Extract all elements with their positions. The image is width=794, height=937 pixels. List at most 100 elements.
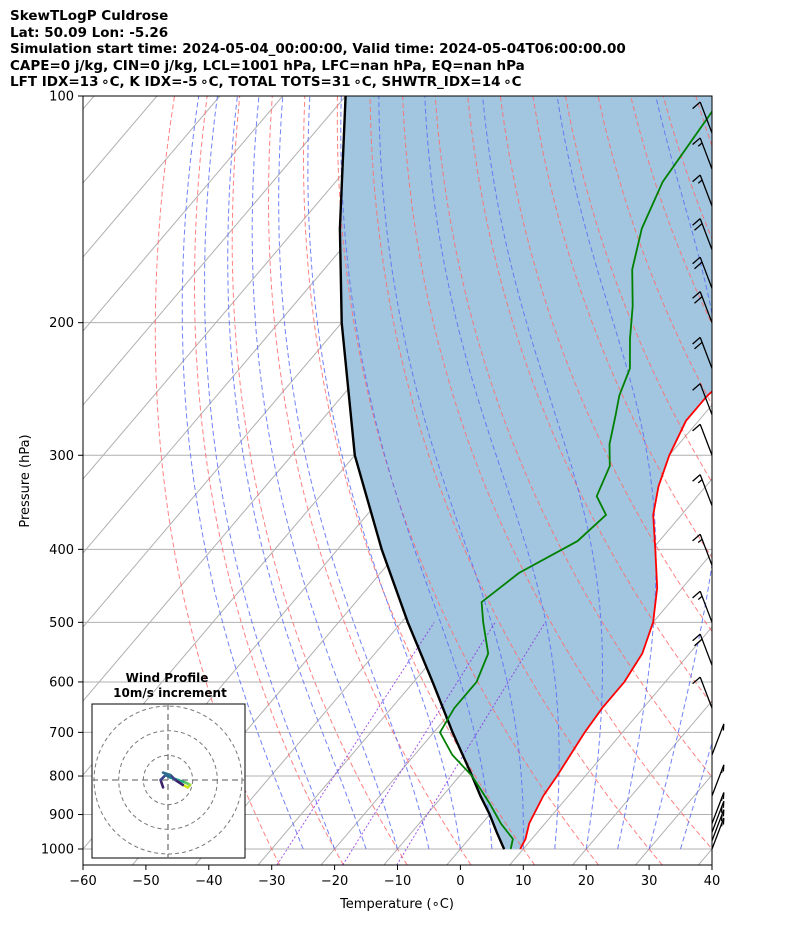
x-tick-label: 20 — [578, 874, 595, 889]
dry-adiabat — [565, 96, 712, 484]
barb-flag — [692, 533, 701, 542]
parcel-line — [338, 96, 506, 850]
barb-staff — [699, 101, 713, 134]
dry-adiabat — [761, 96, 794, 865]
x-tick-label: 30 — [641, 874, 658, 889]
barb-flag — [692, 291, 701, 299]
x-tick-label: −30 — [258, 874, 285, 889]
header-line-5: LFT IDX=13 ∘C, K IDX=-5 ∘C, TOTAL TOTS=3… — [10, 74, 522, 90]
wind-barb — [692, 676, 713, 709]
barb-flag — [692, 218, 701, 226]
y-tick-label: 400 — [49, 543, 74, 558]
moist-adiabat — [204, 96, 336, 850]
x-tick-label: 0 — [456, 874, 464, 889]
barb-staff — [699, 424, 713, 456]
barb-flag — [694, 341, 703, 350]
wind-barb — [711, 764, 725, 797]
dry-adiabat — [402, 96, 712, 850]
isotherm-line — [83, 96, 284, 332]
barb-flag — [697, 538, 703, 544]
barb-flag — [692, 101, 701, 110]
barb-flag — [692, 137, 701, 146]
header-line-4: CAPE=0 j/kg, CIN=0 j/kg, LCL=1001 hPa, L… — [10, 57, 525, 74]
barb-flag — [694, 296, 703, 304]
y-tick-label: 300 — [49, 449, 74, 464]
wind-barb — [692, 590, 713, 623]
barb-flag — [692, 383, 701, 391]
barb-flag — [697, 142, 703, 147]
y-axis-label: Pressure (hPa) — [18, 434, 33, 527]
moist-adiabat — [482, 96, 603, 850]
y-tick-label: 200 — [49, 316, 74, 331]
isotherm-line — [572, 700, 712, 865]
moist-adiabat — [278, 96, 430, 850]
x-tick-label: 40 — [704, 874, 721, 889]
dry-adiabat — [267, 96, 472, 865]
dry-adiabat — [434, 96, 712, 778]
wind-barb — [692, 291, 713, 323]
hodograph-segment — [161, 771, 172, 777]
wind-barb — [711, 723, 725, 756]
x-tick-label: −60 — [69, 874, 96, 889]
moist-adiabat — [340, 96, 493, 850]
moist-adiabat — [424, 96, 560, 850]
dry-adiabat — [302, 96, 536, 865]
dewpoint-line — [438, 110, 712, 850]
cape-fill-layer — [339, 96, 712, 850]
dry-adiabat — [154, 96, 281, 865]
moist-adiabat — [307, 96, 461, 850]
wind-barb — [692, 101, 713, 134]
barb-flag — [697, 595, 703, 601]
barb-flag — [694, 223, 703, 231]
wind-barb — [692, 336, 713, 369]
barb-staff — [699, 633, 713, 666]
header-line-1: SkewTLogP Culdrose — [10, 8, 169, 24]
y-tick-label: 500 — [49, 616, 74, 631]
wind-barb — [711, 792, 725, 824]
barb-flag — [692, 256, 701, 265]
hodograph-segment — [174, 778, 185, 787]
axis-ticks: −60 −50 −40 −30 −20 −10 0 10 20 30 40 1000 900 800 700… — [41, 90, 720, 890]
header-line-2: Lat: 50.09 Lon: -5.26 — [10, 24, 169, 41]
adiabat-layer — [154, 96, 794, 865]
isotherm-line — [509, 626, 712, 865]
hodograph — [92, 704, 245, 858]
mixing-ratio-line — [342, 622, 496, 865]
barb-flag — [694, 261, 703, 270]
barb-flag — [694, 638, 703, 647]
y-tick-label: 800 — [49, 770, 74, 785]
x-tick-label: −10 — [384, 874, 411, 889]
wind-barb — [692, 633, 713, 666]
moist-adiabat — [378, 96, 524, 849]
barb-flag — [692, 676, 701, 685]
wind-barb — [692, 174, 713, 207]
isotherm-line — [83, 96, 95, 110]
x-axis-label: Temperature (∘C) — [339, 897, 454, 912]
cin-shading — [339, 96, 712, 850]
profile-layer — [338, 96, 712, 850]
temperature-line — [519, 390, 712, 850]
barb-flag — [692, 423, 701, 432]
wind-barb — [692, 383, 713, 415]
mixing-ratio-line — [276, 622, 435, 865]
y-tick-label: 600 — [49, 675, 74, 690]
dry-adiabat — [336, 96, 599, 865]
chart-header: SkewTLogP Culdrose Lat: 50.09 Lon: -5.26… — [10, 8, 626, 91]
barb-staff — [711, 723, 725, 756]
barb-staff — [699, 383, 713, 415]
y-tick-label: 900 — [49, 808, 74, 823]
mixing-ratio-line — [396, 622, 546, 865]
barb-flag — [692, 174, 701, 183]
barb-flag — [692, 336, 701, 345]
wind-barb — [711, 817, 725, 850]
dry-adiabat — [369, 96, 663, 865]
wind-barb — [711, 809, 725, 841]
wind-barb — [692, 256, 713, 289]
moist-adiabat — [648, 96, 712, 850]
moist-adiabat — [181, 96, 304, 850]
wind-barb — [692, 533, 713, 566]
x-tick-label: 10 — [515, 874, 532, 889]
wind-barb — [711, 800, 725, 833]
wind-barb — [692, 137, 713, 170]
